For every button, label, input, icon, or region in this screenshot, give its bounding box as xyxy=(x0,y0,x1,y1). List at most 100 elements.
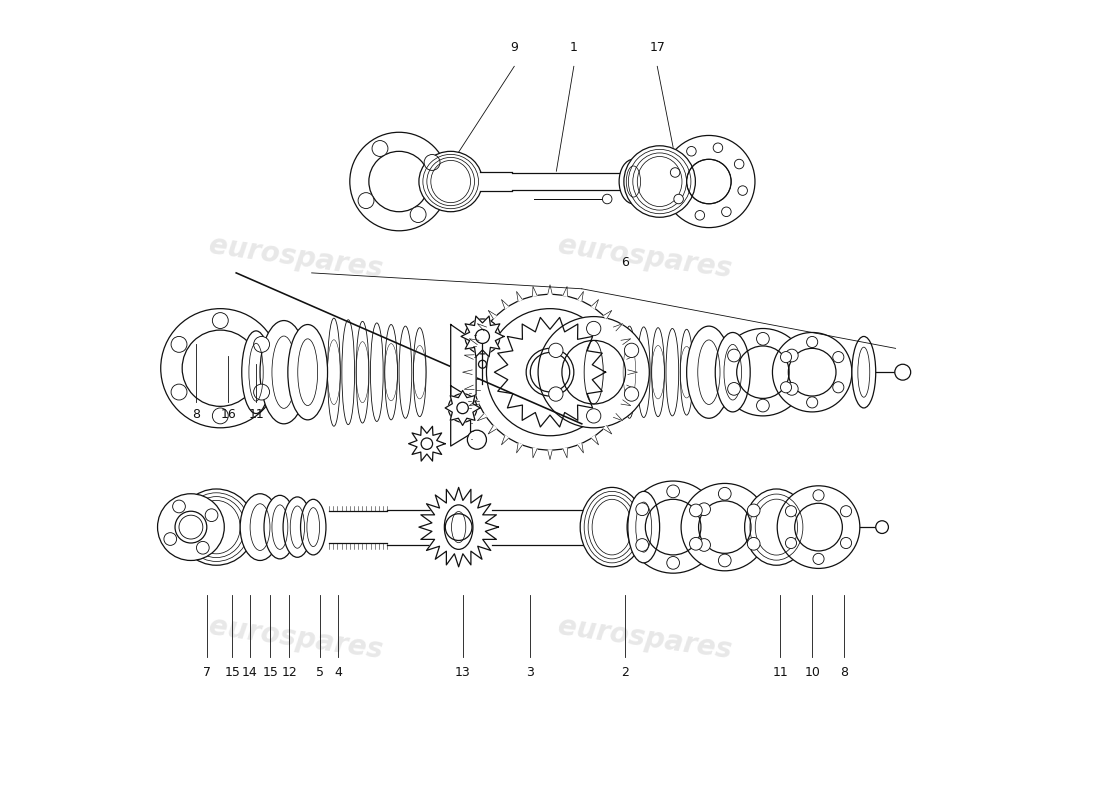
Bar xyxy=(512,173,628,190)
Circle shape xyxy=(833,382,844,393)
Circle shape xyxy=(718,487,732,500)
Polygon shape xyxy=(477,324,486,331)
Circle shape xyxy=(625,387,639,401)
Polygon shape xyxy=(592,299,598,309)
Circle shape xyxy=(636,503,649,515)
Bar xyxy=(492,510,597,545)
Ellipse shape xyxy=(300,499,326,555)
Circle shape xyxy=(254,337,270,352)
Circle shape xyxy=(722,207,732,217)
Circle shape xyxy=(785,349,799,362)
Ellipse shape xyxy=(666,329,679,416)
Polygon shape xyxy=(621,338,630,345)
Text: 3: 3 xyxy=(526,666,535,679)
Circle shape xyxy=(840,506,851,517)
Polygon shape xyxy=(419,487,498,567)
Polygon shape xyxy=(548,285,552,294)
Text: 13: 13 xyxy=(454,666,471,679)
Circle shape xyxy=(667,485,680,498)
Text: 11: 11 xyxy=(249,408,264,421)
Circle shape xyxy=(735,159,744,169)
Polygon shape xyxy=(451,386,471,446)
Polygon shape xyxy=(626,385,636,390)
Circle shape xyxy=(350,132,449,230)
Ellipse shape xyxy=(385,325,397,420)
Polygon shape xyxy=(517,291,522,301)
Circle shape xyxy=(690,504,702,517)
Circle shape xyxy=(738,186,747,195)
Circle shape xyxy=(713,143,723,153)
Text: 15: 15 xyxy=(224,666,240,679)
Circle shape xyxy=(695,210,705,220)
Circle shape xyxy=(410,206,426,222)
Circle shape xyxy=(697,503,711,515)
Circle shape xyxy=(549,343,563,358)
Circle shape xyxy=(686,146,696,156)
Circle shape xyxy=(549,387,563,401)
Circle shape xyxy=(478,360,486,368)
Circle shape xyxy=(372,141,388,157)
Circle shape xyxy=(813,554,824,565)
Ellipse shape xyxy=(623,326,636,418)
Circle shape xyxy=(172,384,187,400)
Polygon shape xyxy=(563,286,568,296)
Circle shape xyxy=(254,384,270,400)
Polygon shape xyxy=(628,370,637,374)
Circle shape xyxy=(876,521,889,534)
Text: eurospares: eurospares xyxy=(207,612,385,665)
Circle shape xyxy=(778,486,860,569)
Circle shape xyxy=(781,382,792,393)
Ellipse shape xyxy=(178,489,254,566)
Text: 11: 11 xyxy=(772,666,789,679)
Circle shape xyxy=(728,349,740,362)
Polygon shape xyxy=(477,414,486,421)
Circle shape xyxy=(785,538,796,549)
Circle shape xyxy=(785,506,796,517)
Circle shape xyxy=(697,538,711,551)
Circle shape xyxy=(157,494,224,561)
Circle shape xyxy=(172,337,187,352)
Polygon shape xyxy=(494,318,606,427)
Circle shape xyxy=(586,409,601,423)
Circle shape xyxy=(781,351,792,362)
Bar xyxy=(387,510,459,545)
Circle shape xyxy=(164,533,177,546)
Ellipse shape xyxy=(414,328,426,417)
Ellipse shape xyxy=(419,151,483,212)
Circle shape xyxy=(806,337,817,347)
Polygon shape xyxy=(408,426,446,461)
Polygon shape xyxy=(592,436,598,445)
Ellipse shape xyxy=(399,326,411,418)
Ellipse shape xyxy=(651,328,664,417)
Polygon shape xyxy=(488,310,496,318)
Circle shape xyxy=(538,317,649,428)
Circle shape xyxy=(636,538,649,551)
Polygon shape xyxy=(502,299,508,309)
Polygon shape xyxy=(614,414,623,421)
Circle shape xyxy=(197,542,209,554)
Ellipse shape xyxy=(288,325,328,420)
Ellipse shape xyxy=(580,487,644,567)
Polygon shape xyxy=(464,354,474,359)
Ellipse shape xyxy=(240,494,279,561)
Circle shape xyxy=(161,309,279,428)
Bar xyxy=(329,511,387,543)
Circle shape xyxy=(681,483,769,571)
Circle shape xyxy=(747,504,760,517)
Circle shape xyxy=(206,509,218,522)
Ellipse shape xyxy=(264,495,296,559)
Ellipse shape xyxy=(628,491,660,563)
Circle shape xyxy=(425,154,440,170)
Polygon shape xyxy=(563,448,568,458)
Text: 7: 7 xyxy=(202,666,211,679)
Ellipse shape xyxy=(619,159,648,204)
Circle shape xyxy=(465,319,499,354)
Ellipse shape xyxy=(686,326,732,418)
Polygon shape xyxy=(532,286,537,296)
Ellipse shape xyxy=(342,320,354,425)
Polygon shape xyxy=(451,325,476,412)
Ellipse shape xyxy=(745,489,808,566)
Text: eurospares: eurospares xyxy=(557,231,734,283)
Polygon shape xyxy=(626,354,636,359)
Circle shape xyxy=(690,538,702,550)
